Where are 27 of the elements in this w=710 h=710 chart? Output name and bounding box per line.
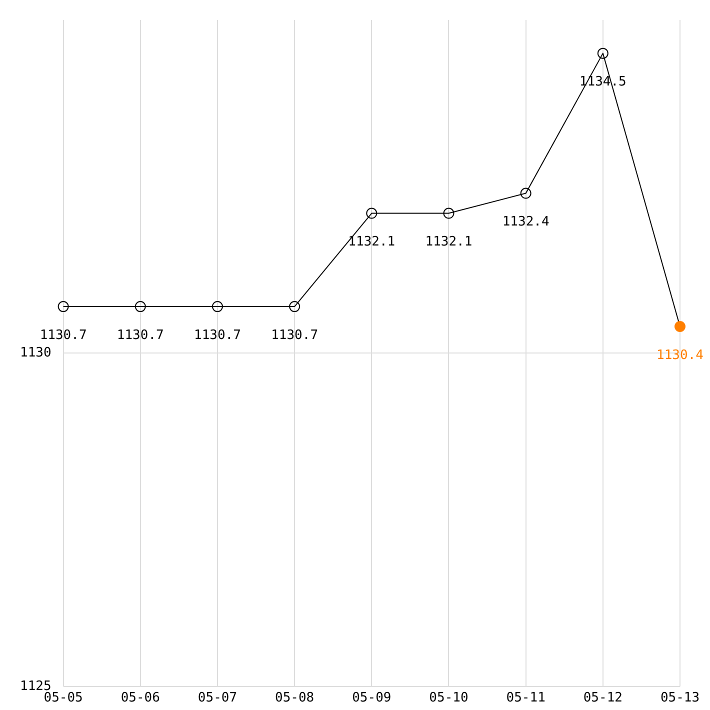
point bbox=[674, 321, 686, 332]
point bbox=[289, 301, 300, 312]
data-label: 1132.1 bbox=[348, 234, 396, 250]
data-label: 1130.7 bbox=[40, 328, 87, 343]
point bbox=[134, 301, 146, 312]
data-label: 1130.7 bbox=[194, 328, 241, 343]
x-tick-label: 05-12 bbox=[583, 690, 622, 706]
point bbox=[366, 208, 378, 219]
x-tick-label: 05-07 bbox=[198, 690, 238, 706]
x-tick-label: 05-11 bbox=[506, 690, 546, 706]
x-tick-label: 05-05 bbox=[44, 690, 83, 706]
point bbox=[597, 48, 608, 59]
point bbox=[443, 208, 454, 219]
point bbox=[58, 301, 69, 312]
point bbox=[212, 301, 223, 312]
x-tick-label: 05-10 bbox=[429, 690, 468, 706]
data-label: 1132.1 bbox=[425, 234, 472, 250]
x-tick-label: 05-09 bbox=[352, 690, 392, 706]
point bbox=[520, 188, 532, 199]
data-label: 1130.4 bbox=[656, 348, 704, 363]
y-tick-label: 1130 bbox=[20, 346, 52, 361]
data-label: 1130.7 bbox=[116, 328, 164, 343]
data-label: 1130.7 bbox=[271, 328, 318, 343]
x-tick-label: 05-13 bbox=[660, 690, 700, 706]
x-tick-label: 05-06 bbox=[120, 690, 160, 706]
x-tick-label: 05-08 bbox=[274, 690, 314, 706]
data-label: 1132.4 bbox=[502, 214, 550, 230]
